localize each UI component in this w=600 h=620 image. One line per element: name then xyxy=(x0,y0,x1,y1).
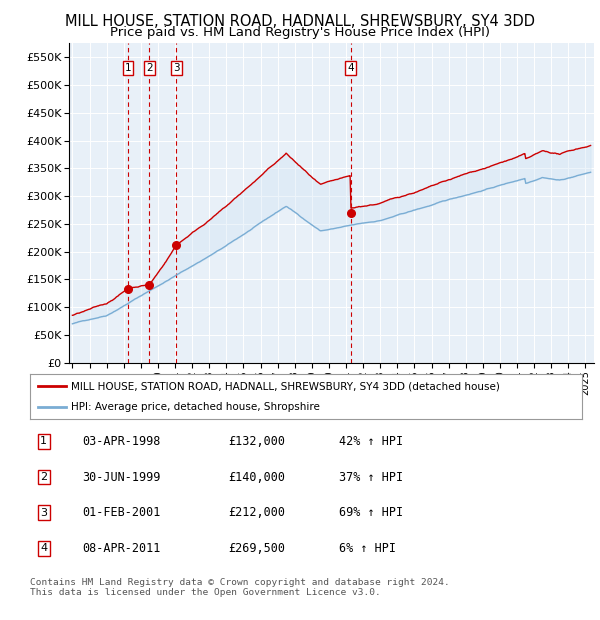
Text: £212,000: £212,000 xyxy=(229,507,286,519)
Text: 3: 3 xyxy=(40,508,47,518)
Text: HPI: Average price, detached house, Shropshire: HPI: Average price, detached house, Shro… xyxy=(71,402,320,412)
Text: 03-APR-1998: 03-APR-1998 xyxy=(82,435,161,448)
Text: Contains HM Land Registry data © Crown copyright and database right 2024.
This d: Contains HM Land Registry data © Crown c… xyxy=(30,578,450,597)
Text: 4: 4 xyxy=(347,63,354,73)
Text: 42% ↑ HPI: 42% ↑ HPI xyxy=(339,435,403,448)
Text: 2: 2 xyxy=(40,472,47,482)
Text: MILL HOUSE, STATION ROAD, HADNALL, SHREWSBURY, SY4 3DD: MILL HOUSE, STATION ROAD, HADNALL, SHREW… xyxy=(65,14,535,29)
Text: 4: 4 xyxy=(40,544,47,554)
Text: Price paid vs. HM Land Registry's House Price Index (HPI): Price paid vs. HM Land Registry's House … xyxy=(110,26,490,39)
Text: 30-JUN-1999: 30-JUN-1999 xyxy=(82,471,161,484)
Text: MILL HOUSE, STATION ROAD, HADNALL, SHREWSBURY, SY4 3DD (detached house): MILL HOUSE, STATION ROAD, HADNALL, SHREW… xyxy=(71,381,500,391)
Text: £132,000: £132,000 xyxy=(229,435,286,448)
Text: £140,000: £140,000 xyxy=(229,471,286,484)
Text: 6% ↑ HPI: 6% ↑ HPI xyxy=(339,542,396,555)
Text: 01-FEB-2001: 01-FEB-2001 xyxy=(82,507,161,519)
Text: 37% ↑ HPI: 37% ↑ HPI xyxy=(339,471,403,484)
Text: 69% ↑ HPI: 69% ↑ HPI xyxy=(339,507,403,519)
Text: £269,500: £269,500 xyxy=(229,542,286,555)
Text: 2: 2 xyxy=(146,63,152,73)
Text: 1: 1 xyxy=(125,63,131,73)
Text: 08-APR-2011: 08-APR-2011 xyxy=(82,542,161,555)
Text: 1: 1 xyxy=(40,436,47,446)
Text: 3: 3 xyxy=(173,63,180,73)
